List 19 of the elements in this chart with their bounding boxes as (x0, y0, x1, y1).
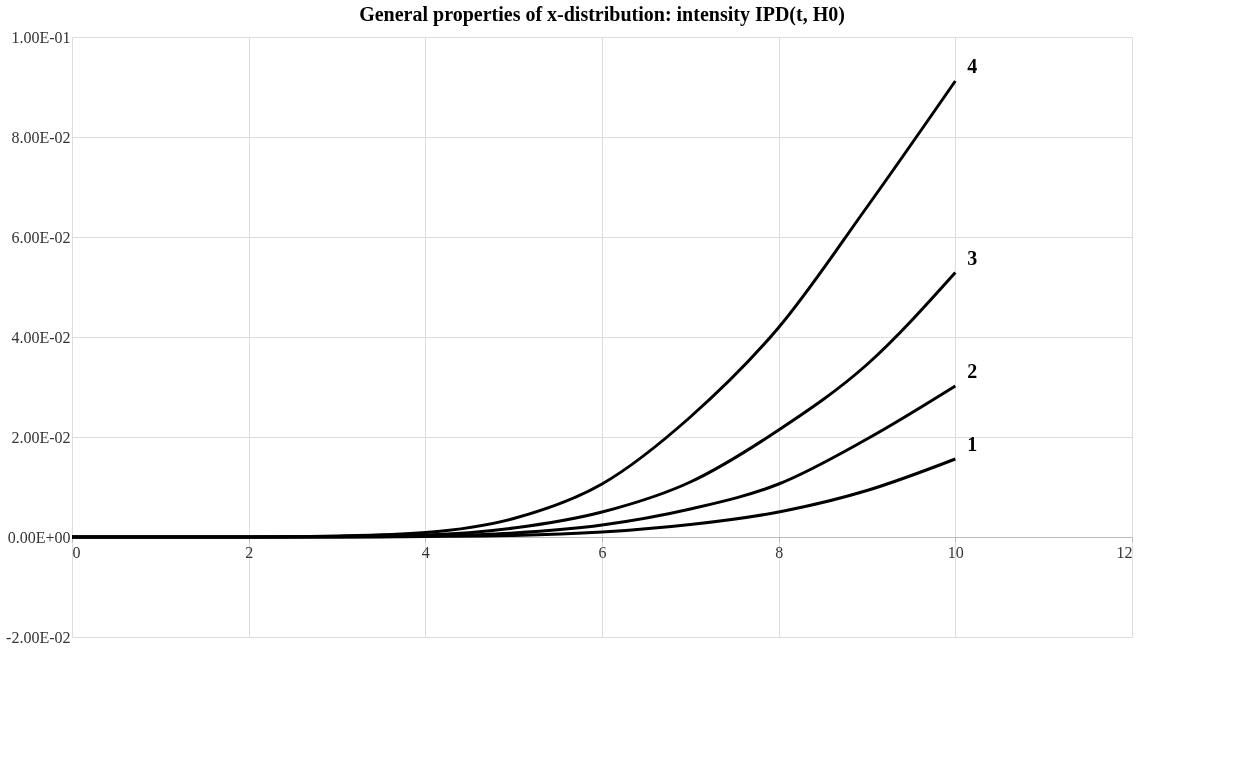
x-tick-label: 2 (245, 543, 254, 561)
x-tick-label: 6 (598, 543, 607, 561)
x-tick-label: 10 (947, 543, 964, 561)
series-label: 3 (967, 246, 978, 269)
series-label: 1 (967, 433, 978, 455)
y-tick-label: 4.00E-02 (11, 328, 71, 346)
series-label: 2 (967, 360, 978, 382)
y-tick-label: -2.00E-02 (6, 628, 71, 646)
x-tick-label: 0 (72, 543, 81, 561)
chart-title: General properties of x-distribution: intensity IPD(t, H0) (359, 3, 845, 26)
y-tick-label: 6.00E-02 (11, 228, 71, 246)
series-label: 4 (967, 55, 978, 77)
x-tick-label: 12 (1116, 543, 1133, 561)
y-tick-label: 1.00E-01 (11, 28, 71, 46)
y-tick-label: 8.00E-02 (11, 128, 71, 146)
x-tick-label: 4 (421, 543, 430, 561)
x-tick-label: 8 (775, 543, 784, 561)
y-tick-label: 2.00E-02 (11, 428, 71, 446)
y-tick-label: 0.00E+00 (7, 528, 71, 546)
